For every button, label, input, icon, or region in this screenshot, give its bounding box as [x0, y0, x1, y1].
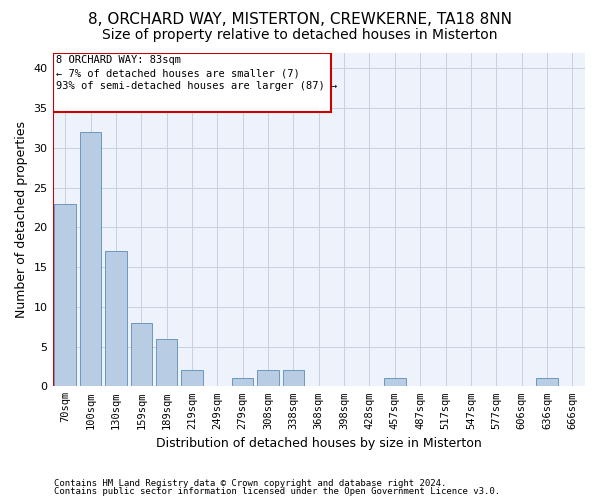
- Bar: [283, 370, 304, 386]
- Bar: [105, 251, 127, 386]
- Bar: [181, 370, 203, 386]
- Bar: [384, 378, 406, 386]
- Text: Contains HM Land Registry data © Crown copyright and database right 2024.: Contains HM Land Registry data © Crown c…: [54, 478, 446, 488]
- Bar: [131, 322, 152, 386]
- Text: Contains public sector information licensed under the Open Government Licence v3: Contains public sector information licen…: [54, 487, 500, 496]
- Bar: [536, 378, 558, 386]
- Y-axis label: Number of detached properties: Number of detached properties: [15, 121, 28, 318]
- Bar: [55, 204, 76, 386]
- Text: 8, ORCHARD WAY, MISTERTON, CREWKERNE, TA18 8NN: 8, ORCHARD WAY, MISTERTON, CREWKERNE, TA…: [88, 12, 512, 28]
- Text: Size of property relative to detached houses in Misterton: Size of property relative to detached ho…: [102, 28, 498, 42]
- Text: 8 ORCHARD WAY: 83sqm
← 7% of detached houses are smaller (7)
93% of semi-detache: 8 ORCHARD WAY: 83sqm ← 7% of detached ho…: [56, 55, 338, 92]
- X-axis label: Distribution of detached houses by size in Misterton: Distribution of detached houses by size …: [156, 437, 482, 450]
- Bar: [257, 370, 279, 386]
- Bar: [232, 378, 253, 386]
- Bar: [156, 338, 178, 386]
- Bar: [53, 52, 331, 112]
- Bar: [80, 132, 101, 386]
